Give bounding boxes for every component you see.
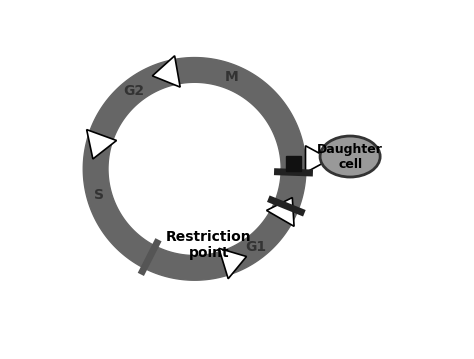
Polygon shape — [219, 248, 246, 279]
Polygon shape — [286, 156, 301, 172]
Text: G2: G2 — [123, 84, 144, 98]
Polygon shape — [83, 57, 306, 280]
Text: Daughter
cell: Daughter cell — [317, 143, 383, 171]
Ellipse shape — [320, 136, 380, 177]
Polygon shape — [152, 56, 180, 87]
Polygon shape — [266, 197, 294, 226]
Text: G1: G1 — [245, 240, 266, 254]
Polygon shape — [306, 146, 330, 173]
Text: S: S — [94, 187, 104, 201]
Text: Restriction
point: Restriction point — [166, 230, 252, 260]
Polygon shape — [87, 130, 117, 159]
Text: M: M — [225, 70, 238, 84]
